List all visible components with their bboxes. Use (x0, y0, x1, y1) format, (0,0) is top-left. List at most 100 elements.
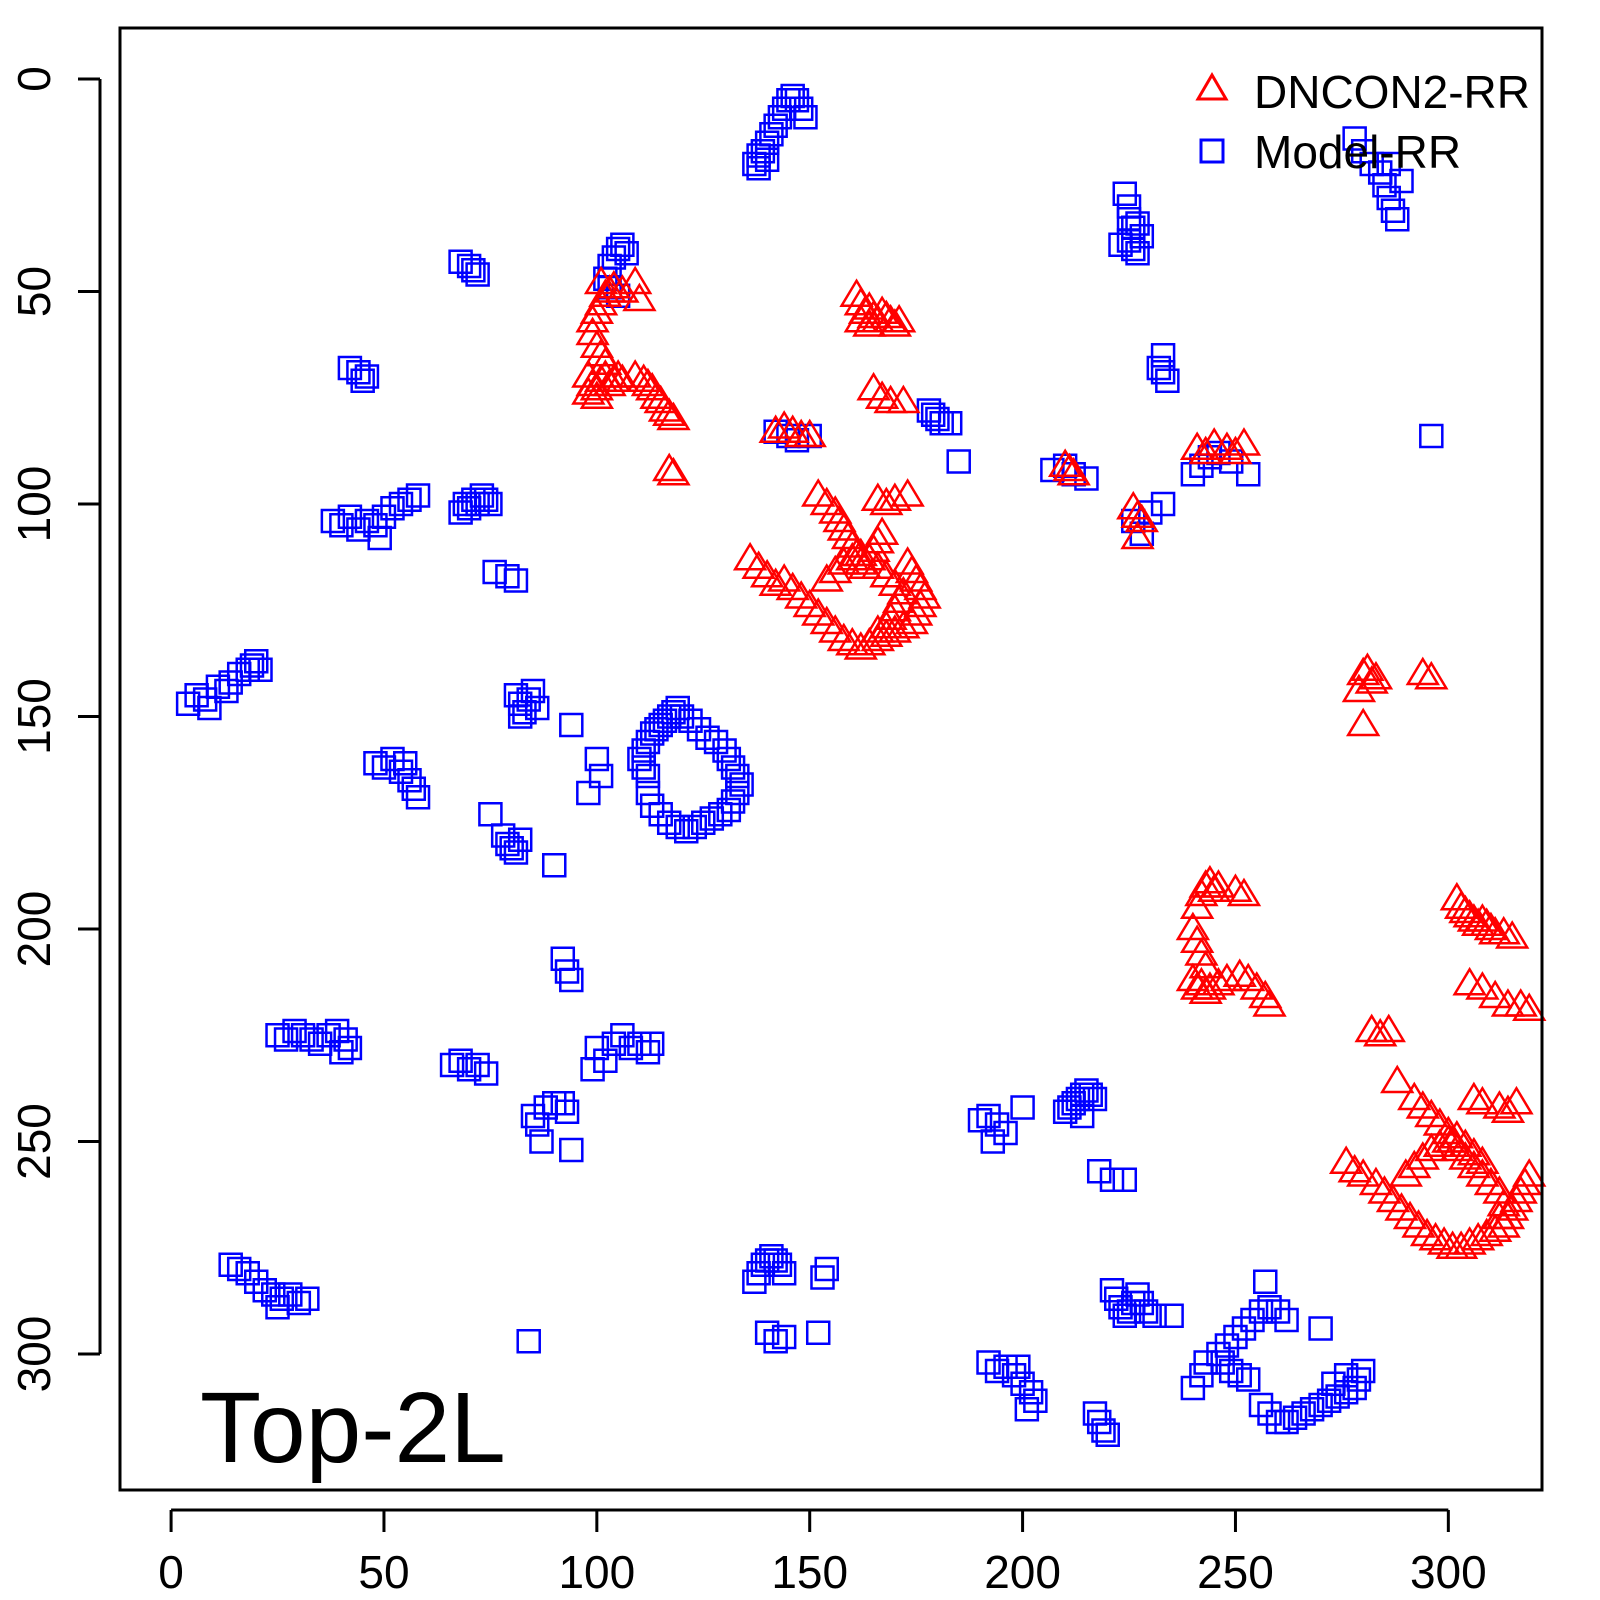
series-triangle-points (571, 265, 1547, 1259)
square-point (669, 704, 695, 729)
square-point (337, 355, 363, 381)
triangle-point (1486, 915, 1521, 945)
triangle-point (890, 546, 925, 575)
square-point (725, 763, 750, 789)
square-point (665, 814, 690, 840)
square-point (461, 487, 486, 512)
square-point (1333, 1363, 1359, 1388)
square-point (1248, 1299, 1274, 1324)
plot-frame (118, 26, 1544, 1492)
y-axis: 0 50 100 150 200 250 300 (8, 66, 102, 1392)
triangle-point (596, 269, 632, 299)
square-point (1265, 1299, 1291, 1324)
square-point (678, 708, 703, 733)
square-point (1086, 1409, 1112, 1435)
square-point (367, 525, 392, 551)
square-point (1231, 1316, 1257, 1341)
triangle-point (1218, 873, 1253, 902)
triangle-point (1209, 962, 1245, 992)
triangle-point (792, 418, 827, 448)
triangle-point (1192, 971, 1228, 1000)
triangle-point (1512, 1158, 1547, 1187)
square-point (937, 411, 963, 436)
triangle-point (826, 622, 861, 652)
square-point (610, 232, 635, 257)
square-point (1052, 1099, 1078, 1124)
square-point (218, 670, 243, 695)
triangle-point (1465, 971, 1500, 1000)
square-point (1074, 1078, 1099, 1103)
square-point (1069, 1103, 1095, 1129)
square-point (810, 1265, 835, 1290)
square-point (337, 1035, 363, 1061)
triangle-point (1477, 979, 1513, 1009)
square-point (661, 700, 686, 725)
triangle-point (600, 359, 636, 388)
square-point (465, 262, 490, 287)
triangle-point (881, 303, 917, 333)
square-point (1146, 355, 1172, 381)
square-point (1333, 1380, 1359, 1405)
triangle-point (1380, 1064, 1415, 1094)
square-point (461, 258, 486, 283)
triangle-point (652, 452, 687, 482)
square-point (1253, 1269, 1278, 1294)
triangle-point (852, 308, 887, 337)
square-point (1321, 1371, 1346, 1396)
square-point (708, 802, 733, 827)
square-point (1125, 241, 1150, 266)
square-point (1299, 1397, 1325, 1422)
triangle-point (1499, 1085, 1534, 1115)
square-point (644, 717, 669, 742)
triangle-point (758, 567, 793, 596)
triangle-point (860, 614, 896, 643)
square-point (239, 653, 265, 678)
square-point (290, 1023, 316, 1048)
triangle-point (579, 380, 615, 409)
triangle-point (826, 546, 861, 575)
triangle-point (605, 274, 640, 303)
square-point (1129, 1290, 1155, 1316)
square-point (1248, 1392, 1274, 1418)
triangle-point (758, 414, 793, 443)
square-point (767, 1252, 793, 1277)
square-point (478, 491, 503, 517)
y-tick-label: 250 (8, 1103, 60, 1180)
square-point (388, 491, 414, 517)
triangle-point (1460, 1221, 1496, 1251)
square-point (1214, 1333, 1240, 1358)
square-point (576, 780, 601, 806)
square-point (1125, 211, 1150, 236)
square-point (631, 755, 656, 780)
square-point (746, 156, 771, 181)
square-point (1112, 1167, 1138, 1192)
square-point (261, 1282, 286, 1307)
square-point (788, 96, 814, 121)
triangle-point (835, 541, 870, 571)
square-point (473, 487, 499, 512)
square-point (1376, 151, 1401, 177)
square-point (205, 674, 231, 699)
series-square-points (175, 83, 1444, 1447)
square-point (1274, 1307, 1299, 1333)
square-point (976, 1350, 1001, 1375)
legend: DNCON2-RR Model-RR (1195, 66, 1530, 178)
y-tick-label: 200 (8, 891, 60, 968)
square-point (1235, 462, 1261, 487)
square-point (559, 1137, 584, 1163)
square-point (754, 1320, 780, 1345)
square-point (763, 1248, 788, 1273)
square-point (1282, 1405, 1308, 1430)
triangle-point (1426, 1226, 1462, 1255)
square-point (946, 449, 971, 474)
square-point (559, 712, 584, 738)
square-point (1350, 139, 1376, 164)
triangle-point (1388, 1158, 1423, 1187)
square-point (720, 755, 746, 780)
square-point (601, 1031, 627, 1056)
square-point (1010, 1371, 1035, 1396)
square-point (456, 253, 482, 279)
square-point (725, 780, 750, 806)
square-point (1291, 1401, 1316, 1426)
square-point (265, 1023, 290, 1048)
